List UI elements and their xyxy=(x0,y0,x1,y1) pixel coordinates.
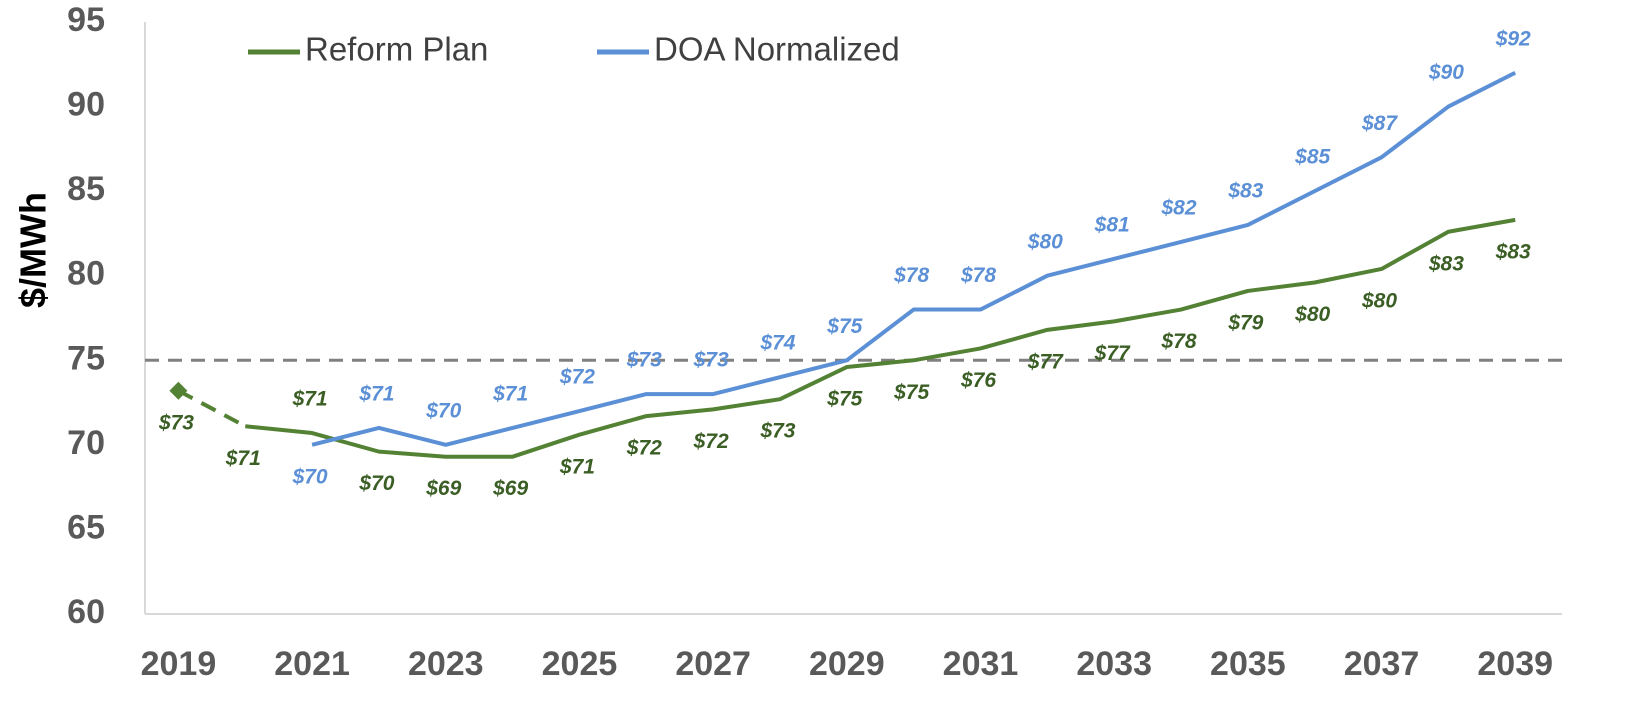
data-label: $85 xyxy=(1294,146,1330,169)
data-label: $74 xyxy=(759,332,795,355)
data-label: $69 xyxy=(425,477,461,500)
x-tick-label: 2035 xyxy=(1210,645,1286,683)
data-label: $71 xyxy=(225,447,261,470)
x-tick-label: 2021 xyxy=(274,645,350,683)
data-label: $83 xyxy=(1227,180,1263,203)
data-label: $92 xyxy=(1495,27,1531,50)
point-marker xyxy=(169,381,188,400)
data-label: $87 xyxy=(1361,112,1398,135)
data-label: $75 xyxy=(826,315,862,338)
y-tick-label: 75 xyxy=(67,339,105,377)
data-label: $71 xyxy=(358,382,394,405)
data-label: $83 xyxy=(1428,252,1464,275)
x-tick-label: 2033 xyxy=(1076,645,1152,683)
data-label: $80 xyxy=(1294,303,1330,326)
x-tick-label: 2019 xyxy=(141,645,217,683)
x-tick-label: 2025 xyxy=(542,645,618,683)
data-label: $77 xyxy=(1094,342,1131,365)
data-label: $71 xyxy=(292,388,328,411)
data-label: $70 xyxy=(292,465,328,488)
data-label: $72 xyxy=(626,437,662,460)
data-label: $70 xyxy=(358,472,394,495)
data-label: $78 xyxy=(960,264,996,287)
legend-label: Reform Plan xyxy=(305,31,488,68)
y-tick-label: 85 xyxy=(67,170,105,208)
x-tick-label: 2023 xyxy=(408,645,484,683)
data-label: $75 xyxy=(826,388,862,411)
x-tick-label: 2037 xyxy=(1344,645,1420,683)
y-tick-label: 80 xyxy=(67,255,105,293)
data-label: $76 xyxy=(960,369,996,392)
data-label: $72 xyxy=(693,430,729,453)
data-label: $71 xyxy=(559,455,595,478)
line-segment-dashed xyxy=(177,388,247,429)
data-label: $73 xyxy=(759,420,795,443)
data-label: $73 xyxy=(693,349,729,372)
data-label: $80 xyxy=(1361,289,1397,312)
y-tick-label: 95 xyxy=(67,1,105,39)
data-label: $71 xyxy=(492,382,528,405)
data-label: $80 xyxy=(1027,230,1063,253)
x-tick-label: 2027 xyxy=(675,645,751,683)
data-label: $70 xyxy=(425,399,461,422)
legend-label: DOA Normalized xyxy=(654,31,900,68)
data-label: $83 xyxy=(1495,240,1531,263)
data-label: $77 xyxy=(1027,350,1064,373)
y-tick-label: 60 xyxy=(67,593,105,631)
data-label: $69 xyxy=(492,477,528,500)
data-label: $75 xyxy=(893,381,929,404)
y-tick-label: 65 xyxy=(67,508,105,546)
data-label: $79 xyxy=(1227,311,1263,334)
y-tick-label: 70 xyxy=(67,424,105,462)
data-label: $73 xyxy=(626,349,662,372)
x-tick-label: 2029 xyxy=(809,645,885,683)
data-label: $90 xyxy=(1428,61,1464,84)
line xyxy=(311,70,1517,447)
data-label: $78 xyxy=(1160,330,1196,353)
data-label: $82 xyxy=(1160,196,1196,219)
data-label: $81 xyxy=(1094,213,1130,236)
x-tick-label: 2039 xyxy=(1477,645,1553,683)
y-tick-label: 90 xyxy=(67,86,105,124)
data-label: $78 xyxy=(893,264,929,287)
data-label: $72 xyxy=(559,366,595,389)
x-tick-label: 2031 xyxy=(943,645,1019,683)
line xyxy=(245,217,1516,459)
y-axis-label: $/MWh xyxy=(13,192,54,308)
data-label: $73 xyxy=(158,411,194,434)
